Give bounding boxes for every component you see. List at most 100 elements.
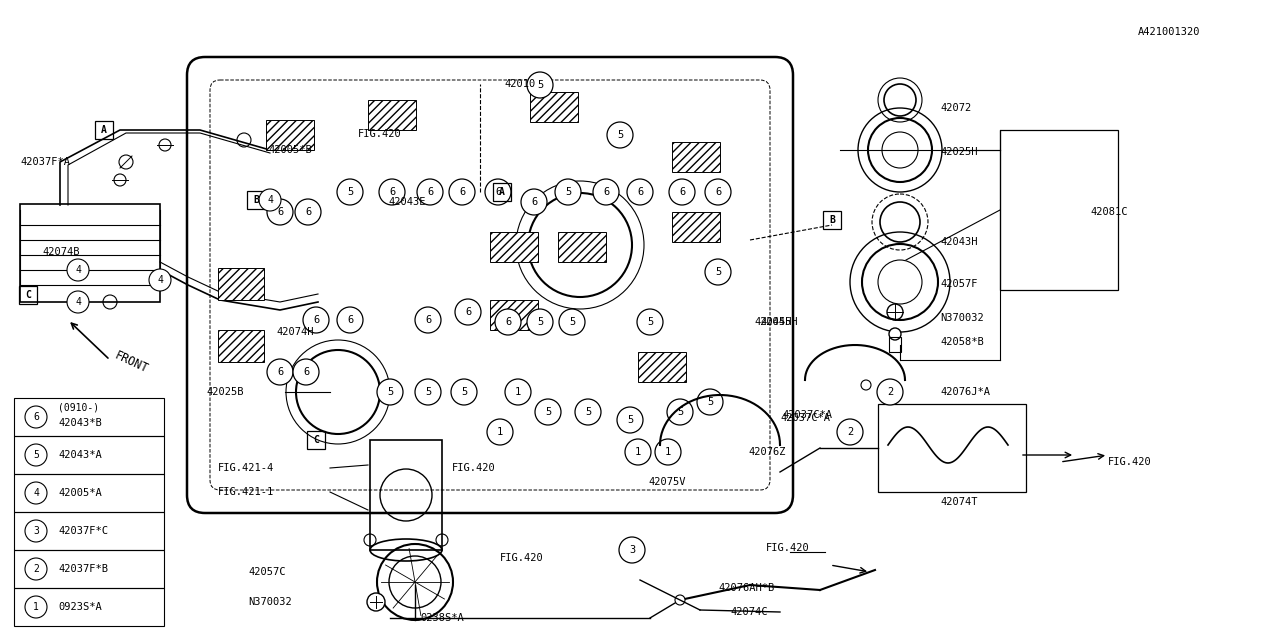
Bar [530,92,579,122]
Circle shape [26,444,47,466]
Circle shape [259,189,282,211]
Circle shape [148,269,172,291]
Bar [247,191,265,209]
Circle shape [26,596,47,618]
Circle shape [655,439,681,465]
Circle shape [26,482,47,504]
Text: 6: 6 [425,315,431,325]
Circle shape [268,359,293,385]
Text: 6: 6 [426,187,433,197]
Text: 6: 6 [678,187,685,197]
Text: 42037F*B: 42037F*B [58,564,108,574]
Circle shape [417,179,443,205]
Text: 2: 2 [847,427,854,437]
Text: 42043H: 42043H [940,237,978,247]
Text: 42043*A: 42043*A [58,450,101,460]
Text: 5: 5 [564,187,571,197]
Circle shape [26,520,47,542]
Text: FRONT: FRONT [113,349,150,376]
Circle shape [705,179,731,205]
Text: C: C [314,435,319,445]
Text: FIG.420: FIG.420 [358,129,402,139]
Text: 5: 5 [568,317,575,327]
Bar [266,120,314,150]
Bar [558,232,605,262]
Text: 1: 1 [664,447,671,457]
Text: 42074B: 42074B [42,247,79,257]
Text: 42043E: 42043E [388,197,425,207]
Bar [878,404,1027,492]
Circle shape [675,595,685,605]
Text: 6: 6 [603,187,609,197]
Text: 1: 1 [33,602,38,612]
Circle shape [303,307,329,333]
Text: 2: 2 [33,564,38,574]
Bar [890,337,901,352]
Text: A421001320: A421001320 [1138,27,1201,37]
Text: FIG.421-1: FIG.421-1 [218,487,274,497]
Bar [493,183,511,201]
Circle shape [415,379,442,405]
Bar [490,300,538,330]
Text: 42005*A: 42005*A [58,488,101,498]
Text: C: C [26,290,31,300]
Bar [370,440,442,550]
Text: 6: 6 [531,197,538,207]
Text: 42058*B: 42058*B [940,337,984,347]
Text: 5: 5 [545,407,552,417]
Text: 4: 4 [268,195,273,205]
Text: 42076J*A: 42076J*A [940,387,989,397]
Circle shape [667,399,692,425]
Circle shape [451,379,477,405]
Bar [19,286,37,304]
Text: 6: 6 [303,367,310,377]
Text: FIG.420: FIG.420 [452,463,495,473]
Text: 4: 4 [76,265,81,275]
Text: 42072: 42072 [940,103,972,113]
Circle shape [625,439,652,465]
Circle shape [890,328,901,340]
Bar [672,142,719,172]
Bar [1000,130,1117,290]
Text: 42057F: 42057F [940,279,978,289]
Text: 5: 5 [585,407,591,417]
Text: 5: 5 [617,130,623,140]
Circle shape [521,189,547,215]
Circle shape [620,537,645,563]
Text: 5: 5 [425,387,431,397]
Text: 1: 1 [497,427,503,437]
Circle shape [337,179,364,205]
Circle shape [26,406,47,428]
Text: B: B [829,215,835,225]
Circle shape [26,558,47,580]
Text: 42074T: 42074T [940,497,978,507]
Text: 42037F*A: 42037F*A [20,157,70,167]
Text: 5: 5 [646,317,653,327]
Circle shape [617,407,643,433]
Text: 5: 5 [33,450,38,460]
Text: 5: 5 [627,415,634,425]
Text: 42081C: 42081C [1091,207,1128,217]
Circle shape [337,307,364,333]
Bar [369,100,416,130]
Text: 42057C: 42057C [248,567,285,577]
Text: 6: 6 [389,187,396,197]
Circle shape [454,299,481,325]
Bar [14,588,164,626]
Text: 6: 6 [276,207,283,217]
Text: 42045H: 42045H [760,317,797,327]
Circle shape [415,307,442,333]
Text: B: B [253,195,259,205]
Text: FIG.420: FIG.420 [500,553,544,563]
Bar [14,474,164,512]
Text: 42076AH*B: 42076AH*B [718,583,774,593]
Circle shape [669,179,695,205]
Text: 3: 3 [628,545,635,555]
Text: 5: 5 [714,267,721,277]
Text: FIG.421-4: FIG.421-4 [218,463,274,473]
Text: 5: 5 [461,387,467,397]
Text: 42075V: 42075V [648,477,686,487]
Bar [218,268,264,300]
Text: 5: 5 [536,80,543,90]
Text: 6: 6 [504,317,511,327]
